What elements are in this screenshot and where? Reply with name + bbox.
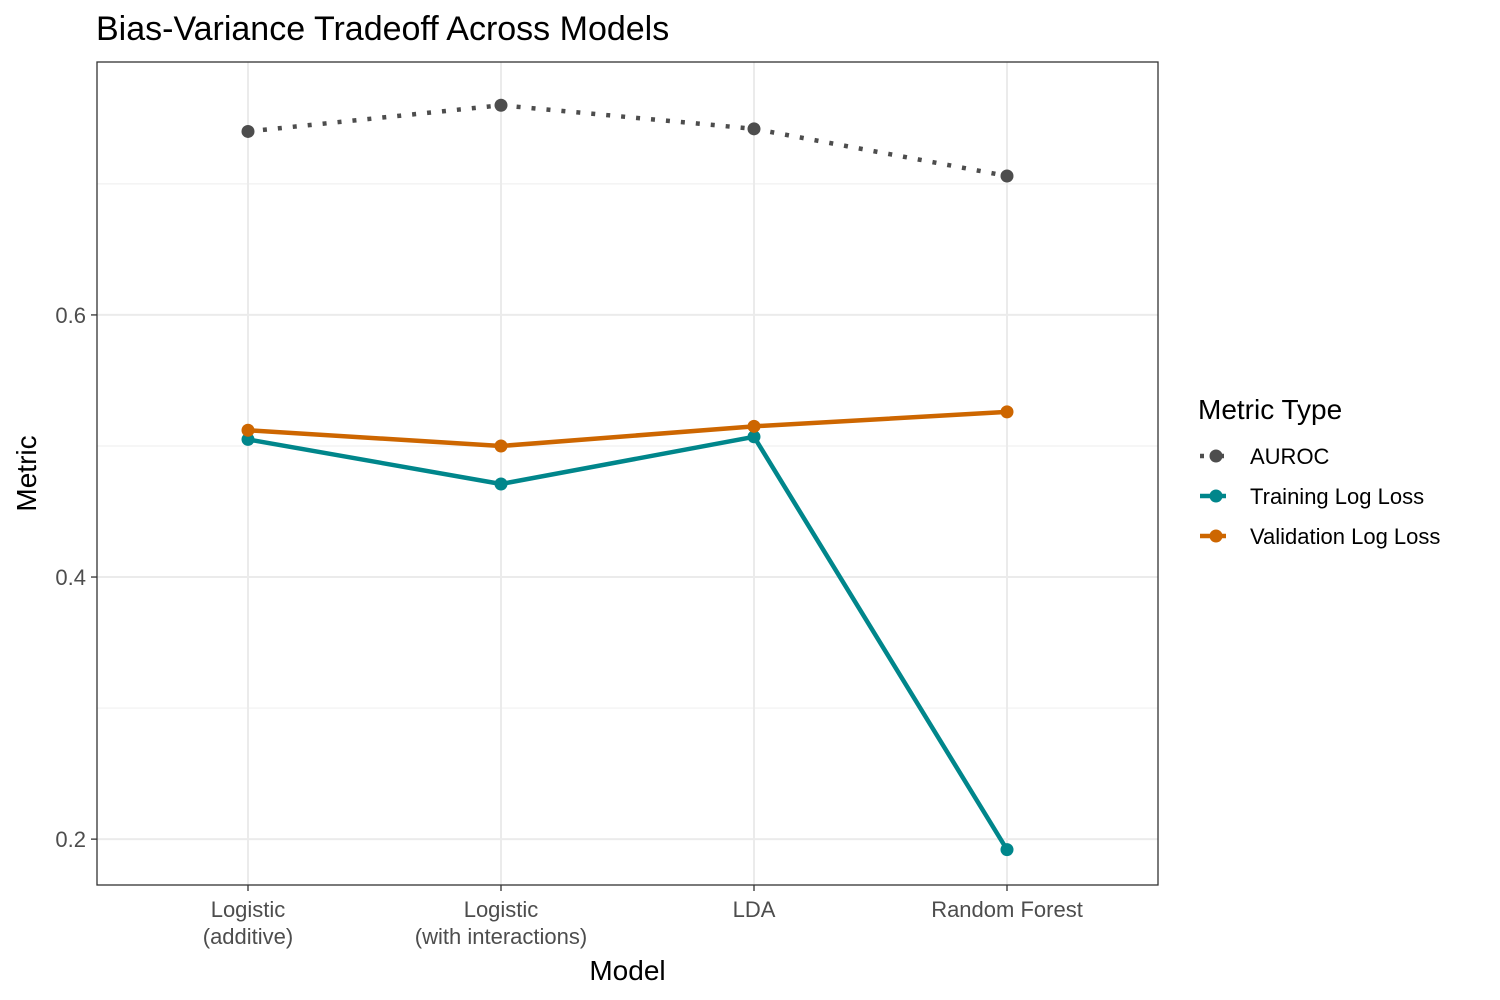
legend-title: Metric Type	[1198, 394, 1342, 425]
legend-key-point-1	[1209, 489, 1223, 503]
series-line-1	[247, 434, 1009, 851]
series-0-point-1	[494, 98, 508, 112]
x-tick-label-1: Logistic (with interactions)	[415, 897, 587, 949]
legend-key-point-0	[1209, 449, 1223, 463]
series-1-point-3	[1000, 843, 1014, 857]
x-axis: Logistic (additive) Logistic (with interact…	[203, 885, 1083, 949]
series-1-point-2	[747, 430, 761, 444]
legend-key-1	[1200, 489, 1226, 503]
plot-background	[97, 62, 1158, 885]
legend-key-2	[1200, 529, 1226, 543]
legend: Metric Type AUROC Training Log Loss Valida…	[1198, 394, 1440, 549]
y-tick-label-0: 0.2	[55, 827, 86, 852]
series-1-point-0	[241, 432, 255, 446]
series-0	[241, 98, 1014, 183]
legend-label-0: AUROC	[1250, 444, 1330, 469]
series-0-point-0	[241, 124, 255, 138]
y-axis-title: Metric	[11, 435, 42, 511]
y-tick-label-1: 0.4	[55, 565, 86, 590]
series-2	[241, 405, 1014, 453]
legend-label-1: Training Log Loss	[1250, 484, 1424, 509]
series-layer	[241, 98, 1014, 857]
chart-title: Bias-Variance Tradeoff Across Models	[96, 10, 669, 48]
series-line-2	[247, 409, 1008, 449]
legend-key-point-2	[1209, 529, 1223, 543]
x-axis-title: Model	[589, 955, 665, 986]
series-0-point-2	[747, 122, 761, 136]
x-tick-label-2: LDA	[733, 897, 776, 922]
series-2-point-1	[494, 439, 508, 453]
legend-label-2: Validation Log Loss	[1250, 524, 1440, 549]
series-2-point-3	[1000, 405, 1014, 419]
series-0-point-3	[1000, 169, 1014, 183]
legend-key-0	[1200, 449, 1226, 463]
grid	[97, 62, 1158, 885]
plot-border	[96, 61, 1159, 886]
x-tick-label-3: Random Forest	[931, 897, 1083, 922]
series-2-point-0	[241, 423, 255, 437]
y-tick-label-2: 0.6	[55, 303, 86, 328]
series-1	[241, 430, 1014, 857]
x-tick-label-0: Logistic (additive)	[203, 897, 293, 949]
series-1-point-1	[494, 477, 508, 491]
y-axis: 0.2 0.4 0.6	[55, 303, 97, 852]
series-2-point-2	[747, 419, 761, 433]
